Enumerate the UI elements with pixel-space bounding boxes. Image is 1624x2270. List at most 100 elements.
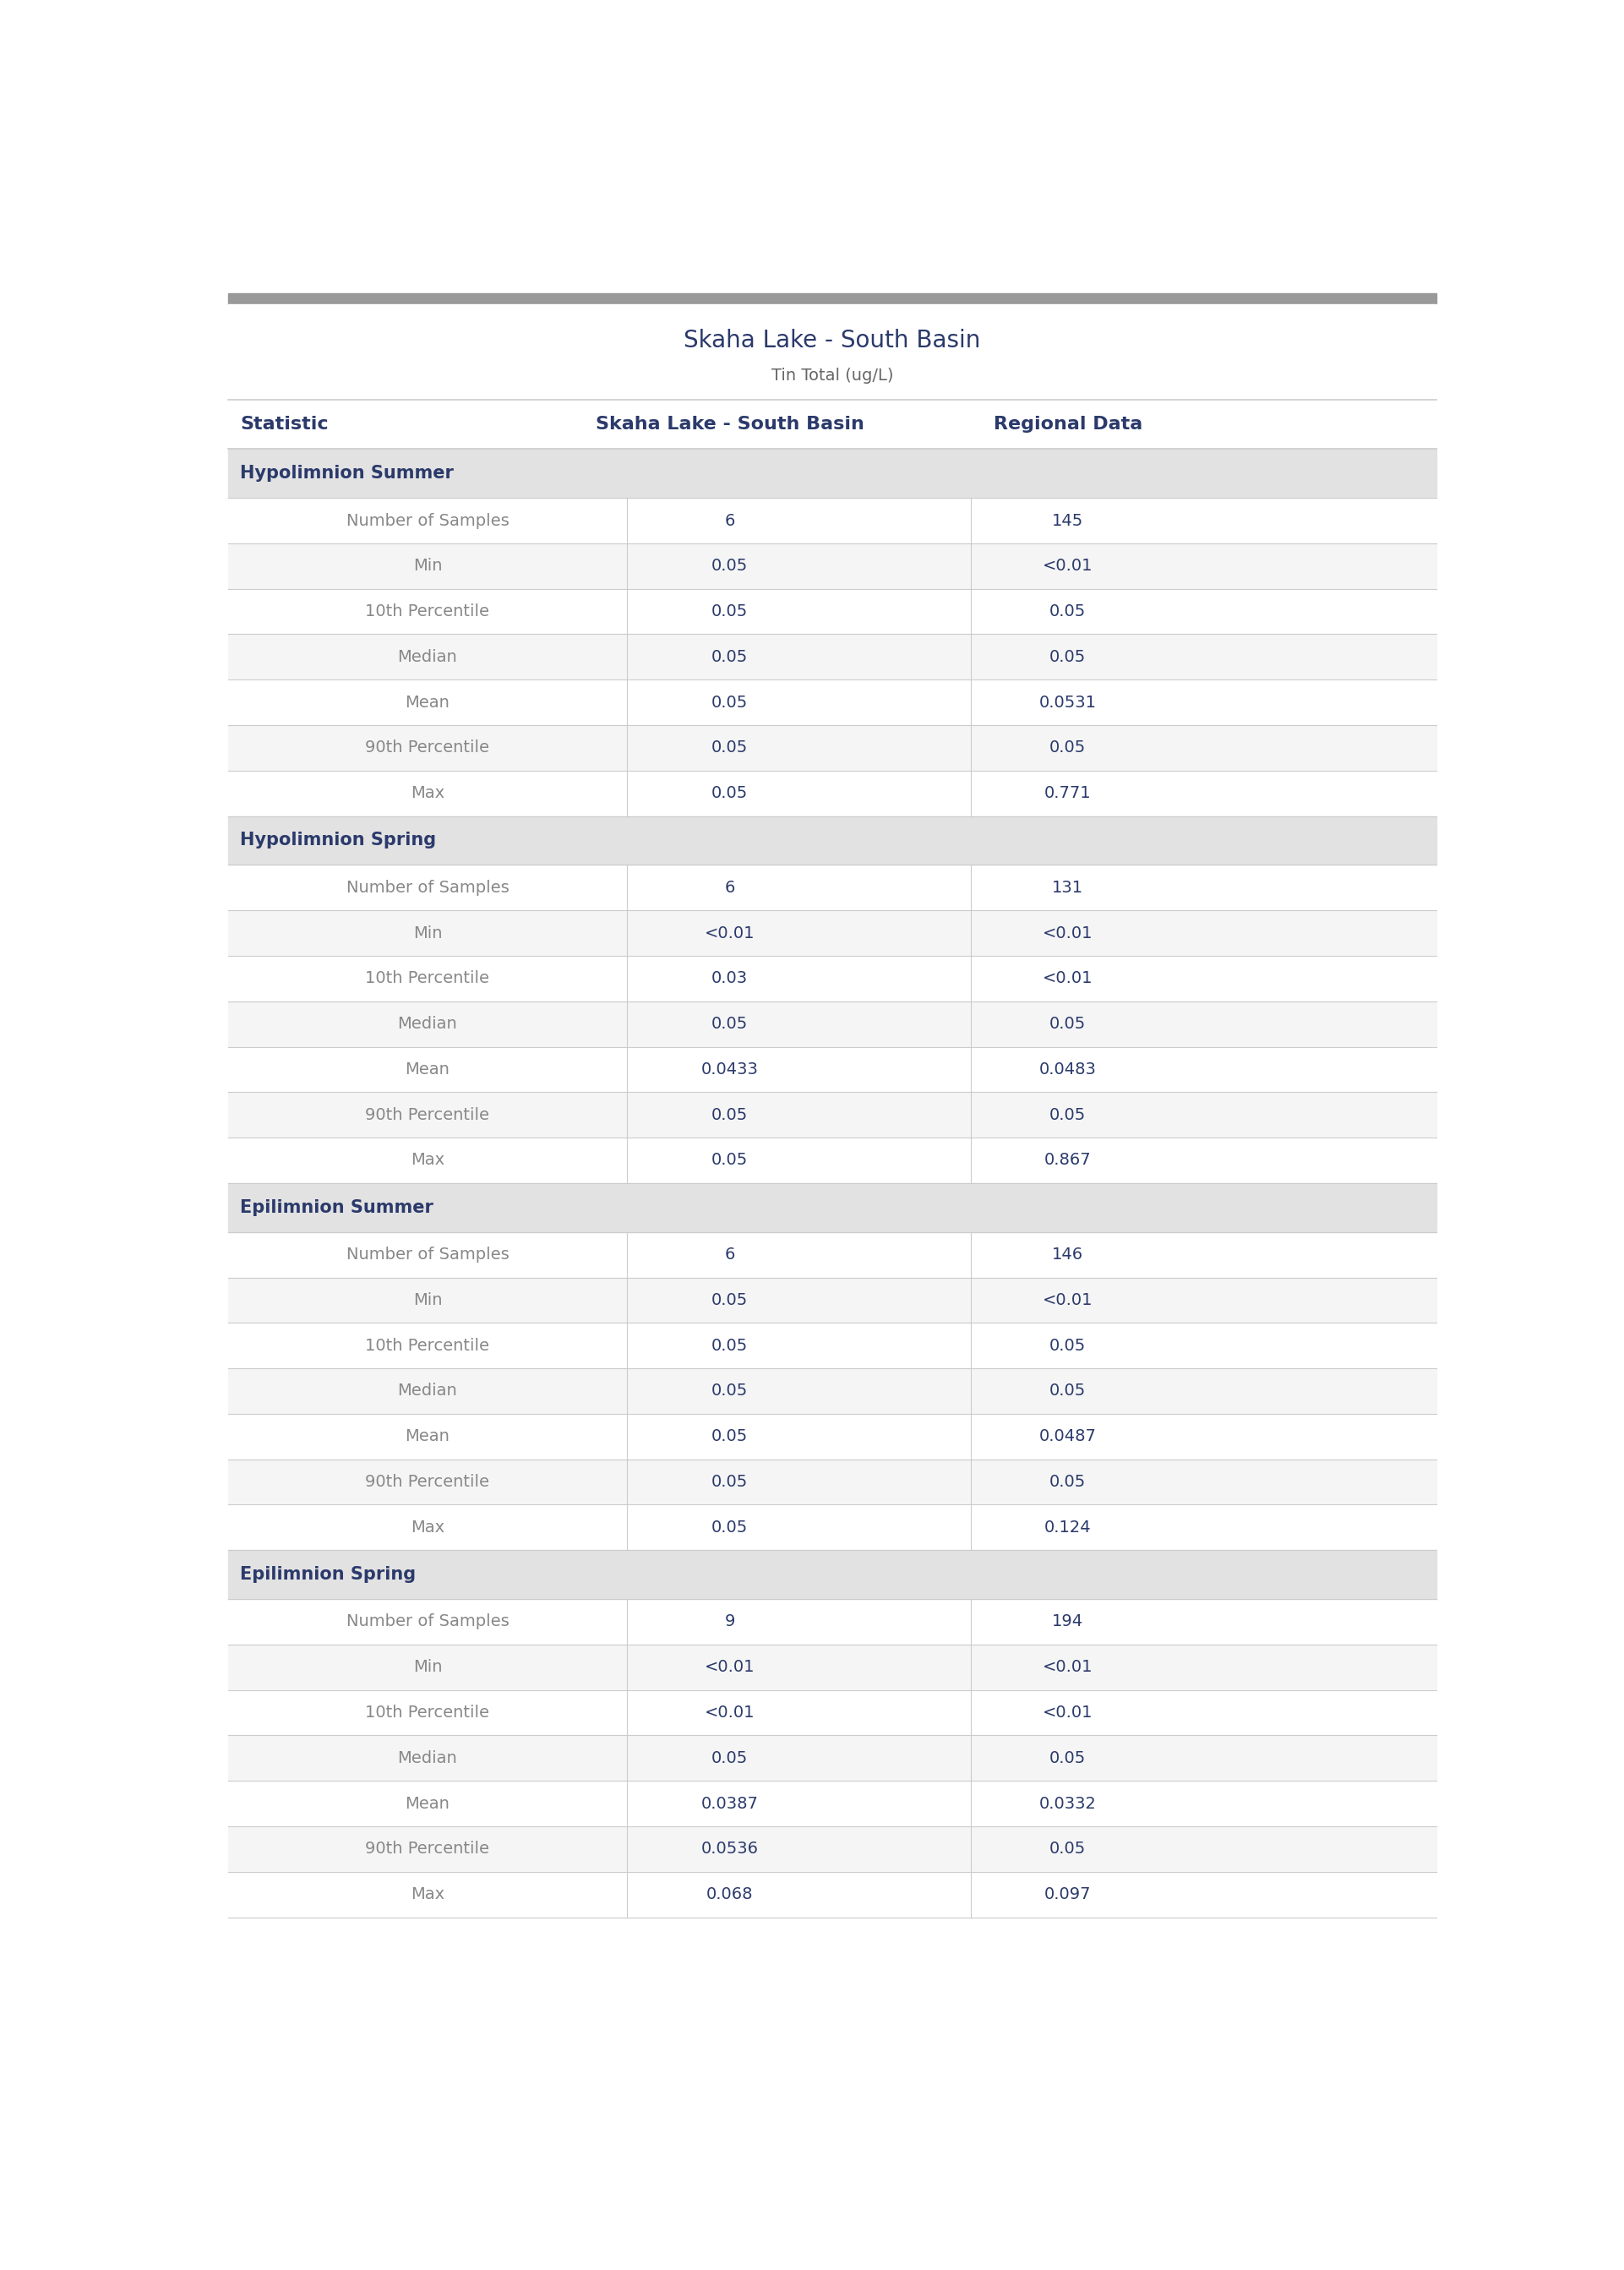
Text: 10th Percentile: 10th Percentile (365, 604, 490, 620)
Text: Min: Min (412, 558, 442, 574)
Text: 0.05: 0.05 (711, 649, 749, 665)
Text: Skaha Lake - South Basin: Skaha Lake - South Basin (684, 329, 981, 352)
Bar (227, 293, 1436, 304)
Text: 90th Percentile: 90th Percentile (365, 1473, 490, 1489)
Text: 0.0487: 0.0487 (1039, 1428, 1096, 1444)
Text: 145: 145 (1052, 513, 1083, 529)
Text: 194: 194 (1052, 1614, 1083, 1630)
Text: 0.05: 0.05 (1049, 1473, 1086, 1489)
Bar (227, 1323, 1436, 1369)
Text: 0.05: 0.05 (711, 1382, 749, 1398)
Bar (227, 1137, 1436, 1183)
Text: 90th Percentile: 90th Percentile (365, 740, 490, 756)
Text: 9: 9 (724, 1614, 734, 1630)
Bar (227, 910, 1436, 956)
Text: 0.0531: 0.0531 (1039, 695, 1096, 711)
Text: 0.05: 0.05 (711, 1337, 749, 1353)
Bar (227, 1643, 1436, 1689)
Bar (227, 1550, 1436, 1598)
Text: Median: Median (398, 1017, 458, 1033)
Text: Max: Max (411, 1886, 445, 1902)
Bar (227, 543, 1436, 588)
Text: Skaha Lake - South Basin: Skaha Lake - South Basin (596, 415, 864, 434)
Text: 0.05: 0.05 (711, 1428, 749, 1444)
Text: Tin Total (ug/L): Tin Total (ug/L) (771, 368, 893, 384)
Text: Max: Max (411, 1153, 445, 1169)
Text: 0.05: 0.05 (711, 1017, 749, 1033)
Bar (227, 956, 1436, 1001)
Text: 6: 6 (724, 513, 734, 529)
Text: <0.01: <0.01 (1043, 558, 1093, 574)
Text: 0.05: 0.05 (711, 1519, 749, 1535)
Bar (227, 1873, 1436, 1918)
Text: Number of Samples: Number of Samples (346, 513, 508, 529)
Bar (227, 588, 1436, 633)
Bar (227, 1598, 1436, 1643)
Text: 0.0483: 0.0483 (1039, 1062, 1096, 1078)
Text: 0.0332: 0.0332 (1039, 1796, 1096, 1811)
Text: 10th Percentile: 10th Percentile (365, 972, 490, 987)
Text: Min: Min (412, 1659, 442, 1675)
Bar (227, 1460, 1436, 1505)
Text: Median: Median (398, 649, 458, 665)
Bar (227, 815, 1436, 865)
Text: Number of Samples: Number of Samples (346, 881, 508, 897)
Text: Statistic: Statistic (240, 415, 328, 434)
Text: <0.01: <0.01 (705, 926, 755, 942)
Text: <0.01: <0.01 (1043, 1659, 1093, 1675)
Text: 0.097: 0.097 (1044, 1886, 1091, 1902)
Text: Max: Max (411, 1519, 445, 1535)
Bar (227, 1278, 1436, 1323)
Text: Mean: Mean (406, 1428, 450, 1444)
Text: 146: 146 (1052, 1246, 1083, 1262)
Text: Epilimnion Spring: Epilimnion Spring (240, 1566, 416, 1582)
Bar (227, 1689, 1436, 1734)
Text: 0.05: 0.05 (1049, 1382, 1086, 1398)
Text: 0.05: 0.05 (711, 1473, 749, 1489)
Text: 0.05: 0.05 (1049, 1841, 1086, 1857)
Bar (227, 1183, 1436, 1233)
Text: Min: Min (412, 926, 442, 942)
Text: <0.01: <0.01 (705, 1705, 755, 1721)
Text: 6: 6 (724, 1246, 734, 1262)
Bar (227, 724, 1436, 770)
Text: <0.01: <0.01 (1043, 1705, 1093, 1721)
Text: Mean: Mean (406, 1796, 450, 1811)
Text: 0.05: 0.05 (711, 558, 749, 574)
Text: 0.05: 0.05 (711, 785, 749, 801)
Bar (227, 865, 1436, 910)
Bar (227, 1001, 1436, 1046)
Bar (227, 304, 1436, 400)
Text: 0.05: 0.05 (1049, 1750, 1086, 1766)
Text: <0.01: <0.01 (1043, 926, 1093, 942)
Bar (227, 633, 1436, 679)
Text: Number of Samples: Number of Samples (346, 1246, 508, 1262)
Text: 10th Percentile: 10th Percentile (365, 1337, 490, 1353)
Text: Max: Max (411, 785, 445, 801)
Bar (227, 1233, 1436, 1278)
Bar (227, 1092, 1436, 1137)
Text: <0.01: <0.01 (1043, 1292, 1093, 1308)
Bar (227, 1505, 1436, 1550)
Text: 0.03: 0.03 (711, 972, 747, 987)
Bar (227, 497, 1436, 543)
Text: 0.05: 0.05 (1049, 1017, 1086, 1033)
Text: Median: Median (398, 1750, 458, 1766)
Text: Regional Data: Regional Data (994, 415, 1142, 434)
Text: 0.05: 0.05 (1049, 604, 1086, 620)
Text: 131: 131 (1052, 881, 1083, 897)
Bar (227, 1782, 1436, 1827)
Text: 0.771: 0.771 (1044, 785, 1091, 801)
Text: 0.124: 0.124 (1044, 1519, 1091, 1535)
Text: <0.01: <0.01 (1043, 972, 1093, 987)
Text: 0.05: 0.05 (711, 1108, 749, 1124)
Text: Hypolimnion Summer: Hypolimnion Summer (240, 465, 455, 481)
Text: 0.05: 0.05 (1049, 1108, 1086, 1124)
Text: 0.05: 0.05 (1049, 1337, 1086, 1353)
Text: 90th Percentile: 90th Percentile (365, 1108, 490, 1124)
Bar (227, 400, 1436, 449)
Bar (227, 1046, 1436, 1092)
Text: 0.05: 0.05 (1049, 649, 1086, 665)
Text: 0.05: 0.05 (711, 1750, 749, 1766)
Text: 0.05: 0.05 (1049, 740, 1086, 756)
